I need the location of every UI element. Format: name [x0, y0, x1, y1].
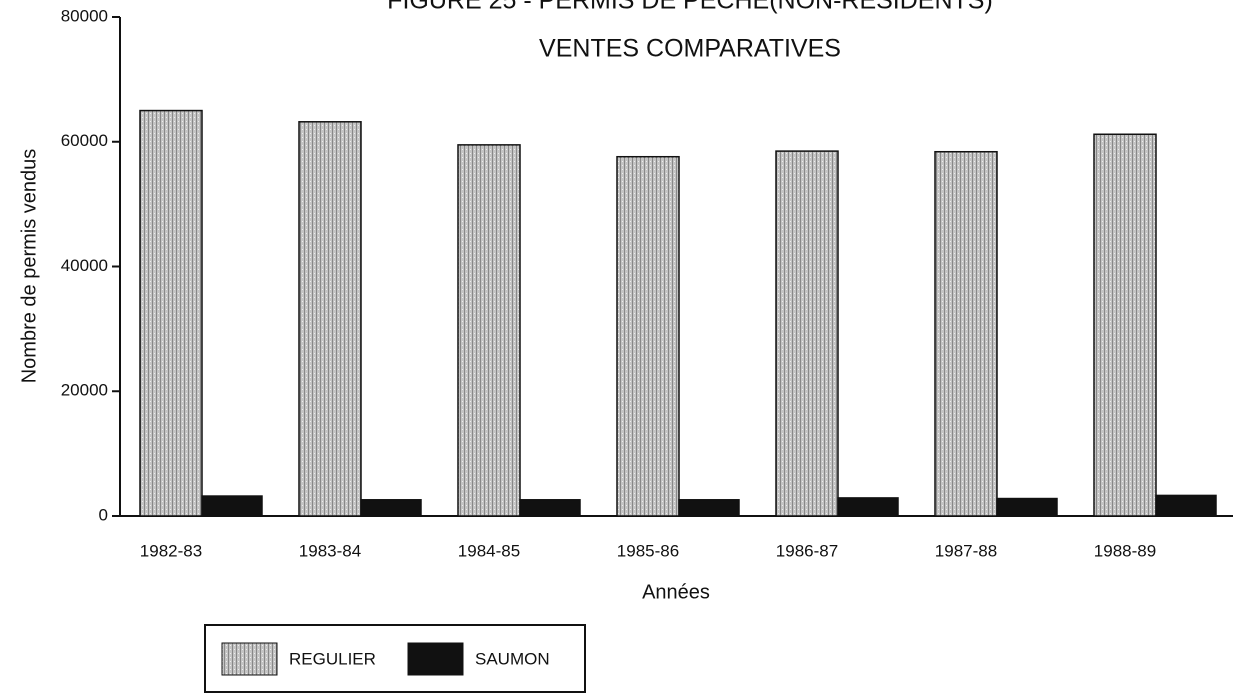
bar: [360, 499, 422, 517]
bar: [996, 497, 1058, 517]
x-tick-label: 1982-83: [140, 541, 202, 560]
legend: [204, 624, 586, 693]
bar: [678, 499, 740, 517]
bar: [775, 150, 839, 517]
y-tick-label: 80000: [61, 6, 108, 25]
x-tick-label: 1987-88: [935, 541, 997, 560]
x-tick-label: 1985-86: [617, 541, 679, 560]
bar: [837, 497, 899, 517]
bar: [616, 155, 680, 517]
bar: [298, 121, 362, 517]
x-axis-label: Années: [642, 581, 710, 603]
bar: [1155, 494, 1217, 517]
bar: [934, 150, 998, 517]
y-tick-label: 60000: [61, 131, 108, 150]
x-tick-label: 1986-87: [776, 541, 838, 560]
y-tick-label: 0: [99, 505, 108, 524]
bar: [519, 499, 581, 517]
bar: [1093, 133, 1157, 517]
x-tick-label: 1988-89: [1094, 541, 1156, 560]
legend-label: REGULIER: [289, 649, 376, 668]
legend-swatch: [221, 642, 278, 676]
chart-title: FIGURE 25 - PERMIS DE PECHE(NON-RESIDENT…: [387, 0, 993, 15]
legend-label: SAUMON: [475, 649, 550, 668]
x-tick-label: 1983-84: [299, 541, 361, 560]
x-tick-label: 1984-85: [458, 541, 520, 560]
bar: [139, 109, 203, 517]
y-tick-label: 20000: [61, 381, 108, 400]
bar: [201, 495, 263, 517]
y-tick-label: 40000: [61, 256, 108, 275]
legend-swatch: [407, 642, 464, 676]
chart-subtitle: VENTES COMPARATIVES: [539, 35, 841, 63]
bar: [457, 144, 521, 517]
y-axis-label: Nombre de permis vendus: [18, 149, 40, 384]
